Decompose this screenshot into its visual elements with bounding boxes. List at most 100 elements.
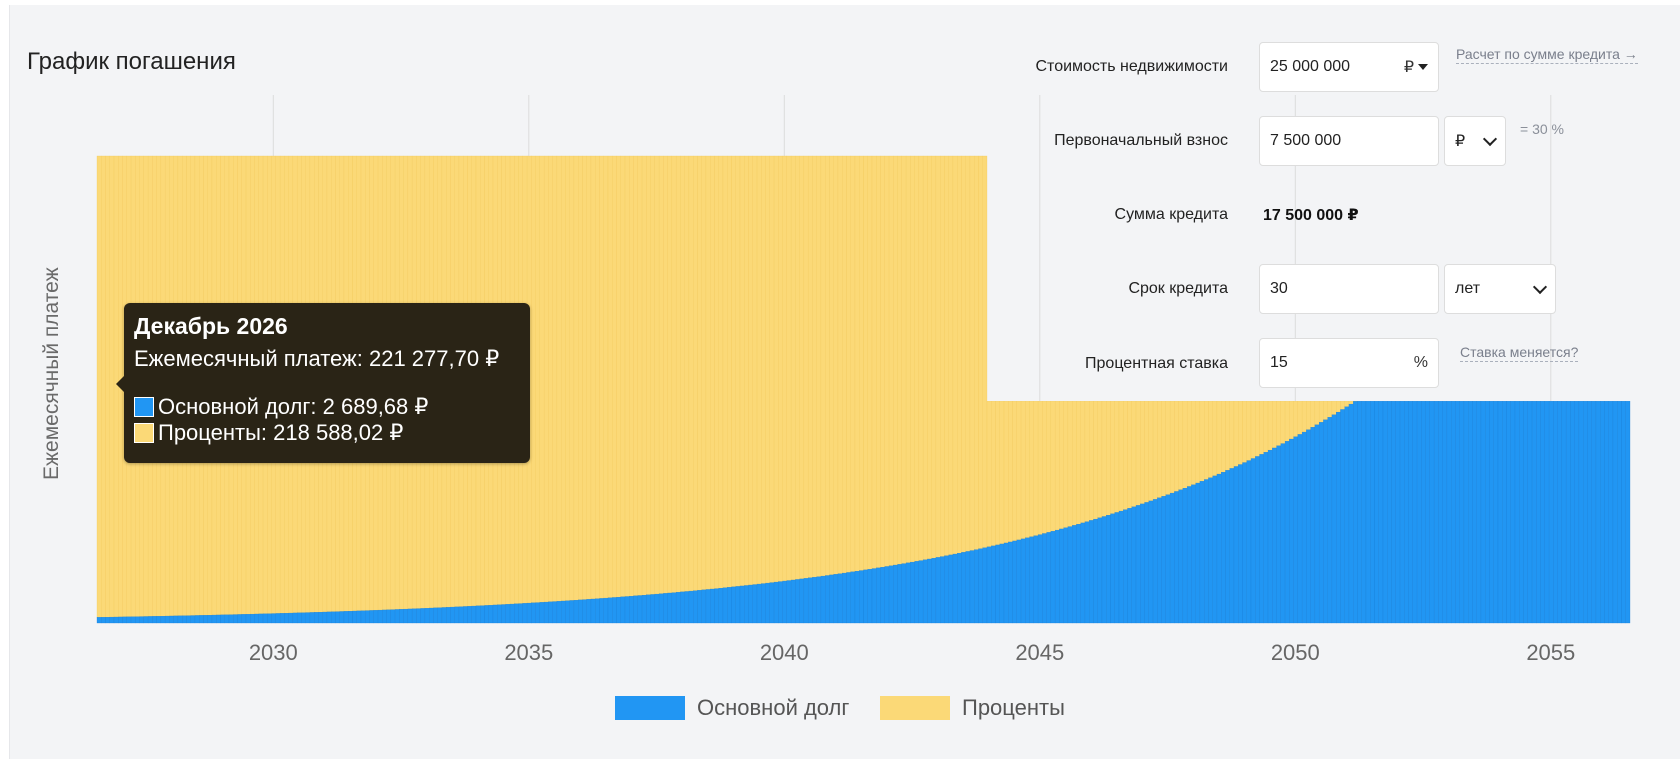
bar-month-332[interactable] — [1506, 401, 1511, 624]
bar-month-118[interactable] — [595, 155, 600, 624]
bar-month-192[interactable] — [910, 155, 915, 624]
bar-month-183[interactable] — [871, 155, 877, 624]
bar-month-229[interactable] — [1067, 401, 1073, 624]
bar-month-190[interactable] — [901, 155, 907, 624]
bar-month-232[interactable] — [1080, 401, 1086, 624]
bar-month-312[interactable] — [1421, 401, 1426, 624]
bar-month-276[interactable] — [1267, 401, 1273, 624]
bar-month-157[interactable] — [761, 155, 766, 624]
bar-month-271[interactable] — [1246, 401, 1252, 624]
bar-month-104[interactable] — [535, 155, 541, 624]
bar-month-142[interactable] — [697, 155, 702, 624]
bar-month-221[interactable] — [1033, 401, 1039, 624]
bar-month-191[interactable] — [905, 155, 911, 624]
bar-month-337[interactable] — [1527, 401, 1533, 624]
bar-month-244[interactable] — [1131, 401, 1137, 624]
bar-month-236[interactable] — [1097, 401, 1103, 624]
bar-month-313[interactable] — [1425, 401, 1431, 624]
bar-month-282[interactable] — [1293, 401, 1299, 624]
bar-month-120[interactable] — [603, 155, 609, 624]
bar-month-324[interactable] — [1472, 401, 1477, 624]
bar-month-184[interactable] — [876, 155, 881, 624]
bar-month-178[interactable] — [850, 155, 856, 624]
bar-month-310[interactable] — [1412, 401, 1418, 624]
bar-month-161[interactable] — [778, 155, 783, 624]
bar-month-355[interactable] — [1604, 401, 1609, 624]
bar-month-346[interactable] — [1565, 401, 1571, 624]
legend-item-interest[interactable]: Проценты — [880, 695, 1065, 721]
bar-month-293[interactable] — [1340, 401, 1345, 624]
bar-month-288[interactable] — [1318, 401, 1324, 624]
bar-month-123[interactable] — [616, 155, 621, 624]
bar-month-182[interactable] — [867, 155, 873, 624]
bar-month-179[interactable] — [854, 155, 860, 624]
bar-month-145[interactable] — [710, 155, 715, 624]
bar-month-146[interactable] — [714, 155, 719, 624]
bar-month-342[interactable] — [1548, 401, 1554, 624]
bar-month-265[interactable] — [1221, 401, 1226, 624]
bar-month-270[interactable] — [1242, 401, 1247, 624]
bar-month-103[interactable] — [531, 155, 536, 624]
bar-month-299[interactable] — [1365, 401, 1371, 624]
bar-month-279[interactable] — [1280, 401, 1286, 624]
interest-rate-input[interactable]: 15 % — [1259, 338, 1439, 388]
bar-month-166[interactable] — [799, 155, 805, 624]
bar-month-109[interactable] — [556, 155, 562, 624]
bar-month-228[interactable] — [1063, 401, 1069, 624]
bar-month-268[interactable] — [1233, 401, 1239, 624]
bar-month-234[interactable] — [1089, 401, 1094, 624]
bar-month-245[interactable] — [1135, 401, 1141, 624]
bar-month-113[interactable] — [573, 155, 579, 624]
bar-month-354[interactable] — [1600, 401, 1605, 624]
bar-month-353[interactable] — [1595, 401, 1601, 624]
bar-month-316[interactable] — [1438, 401, 1443, 624]
bar-month-167[interactable] — [803, 155, 809, 624]
bar-month-156[interactable] — [756, 155, 762, 624]
bar-month-252[interactable] — [1165, 401, 1171, 624]
bar-month-314[interactable] — [1429, 401, 1435, 624]
bar-month-158[interactable] — [765, 155, 770, 624]
bar-month-356[interactable] — [1608, 401, 1614, 624]
bar-month-204[interactable] — [961, 155, 966, 624]
bar-month-4[interactable] — [109, 155, 115, 624]
bar-month-155[interactable] — [752, 155, 758, 624]
bar-month-274[interactable] — [1259, 401, 1264, 624]
bar-month-134[interactable] — [663, 155, 668, 624]
bar-month-168[interactable] — [807, 155, 813, 624]
bar-month-150[interactable] — [731, 155, 736, 624]
bar-month-151[interactable] — [735, 155, 741, 624]
down-payment-input[interactable]: 7 500 000 — [1259, 116, 1439, 166]
bar-month-111[interactable] — [565, 155, 570, 624]
bar-month-198[interactable] — [935, 155, 941, 624]
bar-month-351[interactable] — [1587, 401, 1592, 624]
bar-month-296[interactable] — [1353, 401, 1358, 624]
bar-month-164[interactable] — [790, 155, 796, 624]
bar-month-267[interactable] — [1229, 401, 1235, 624]
bar-month-173[interactable] — [829, 155, 834, 624]
bar-month-334[interactable] — [1514, 401, 1520, 624]
bar-month-108[interactable] — [552, 155, 558, 624]
bar-month-110[interactable] — [561, 155, 566, 624]
bar-month-242[interactable] — [1123, 401, 1128, 624]
bar-month-261[interactable] — [1204, 401, 1209, 624]
bar-month-256[interactable] — [1182, 401, 1188, 624]
bar-month-215[interactable] — [1008, 401, 1013, 624]
bar-month-249[interactable] — [1152, 401, 1158, 624]
bar-month-327[interactable] — [1485, 401, 1490, 624]
bar-month-246[interactable] — [1140, 401, 1145, 624]
bar-month-291[interactable] — [1331, 401, 1337, 624]
bar-month-345[interactable] — [1561, 401, 1567, 624]
bar-month-170[interactable] — [816, 155, 822, 624]
bar-month-218[interactable] — [1020, 401, 1026, 624]
bar-month-266[interactable] — [1225, 401, 1230, 624]
down-payment-currency-select[interactable]: ₽ — [1444, 116, 1506, 166]
bar-month-358[interactable] — [1617, 401, 1622, 624]
bar-month-331[interactable] — [1502, 401, 1507, 624]
bar-month-219[interactable] — [1025, 401, 1030, 624]
bar-month-360[interactable] — [1625, 401, 1631, 624]
bar-month-275[interactable] — [1263, 401, 1269, 624]
bar-month-197[interactable] — [931, 155, 937, 624]
bar-month-323[interactable] — [1468, 401, 1473, 624]
property-value-input[interactable]: 25 000 000 ₽ — [1259, 42, 1439, 92]
bar-month-341[interactable] — [1544, 401, 1550, 624]
